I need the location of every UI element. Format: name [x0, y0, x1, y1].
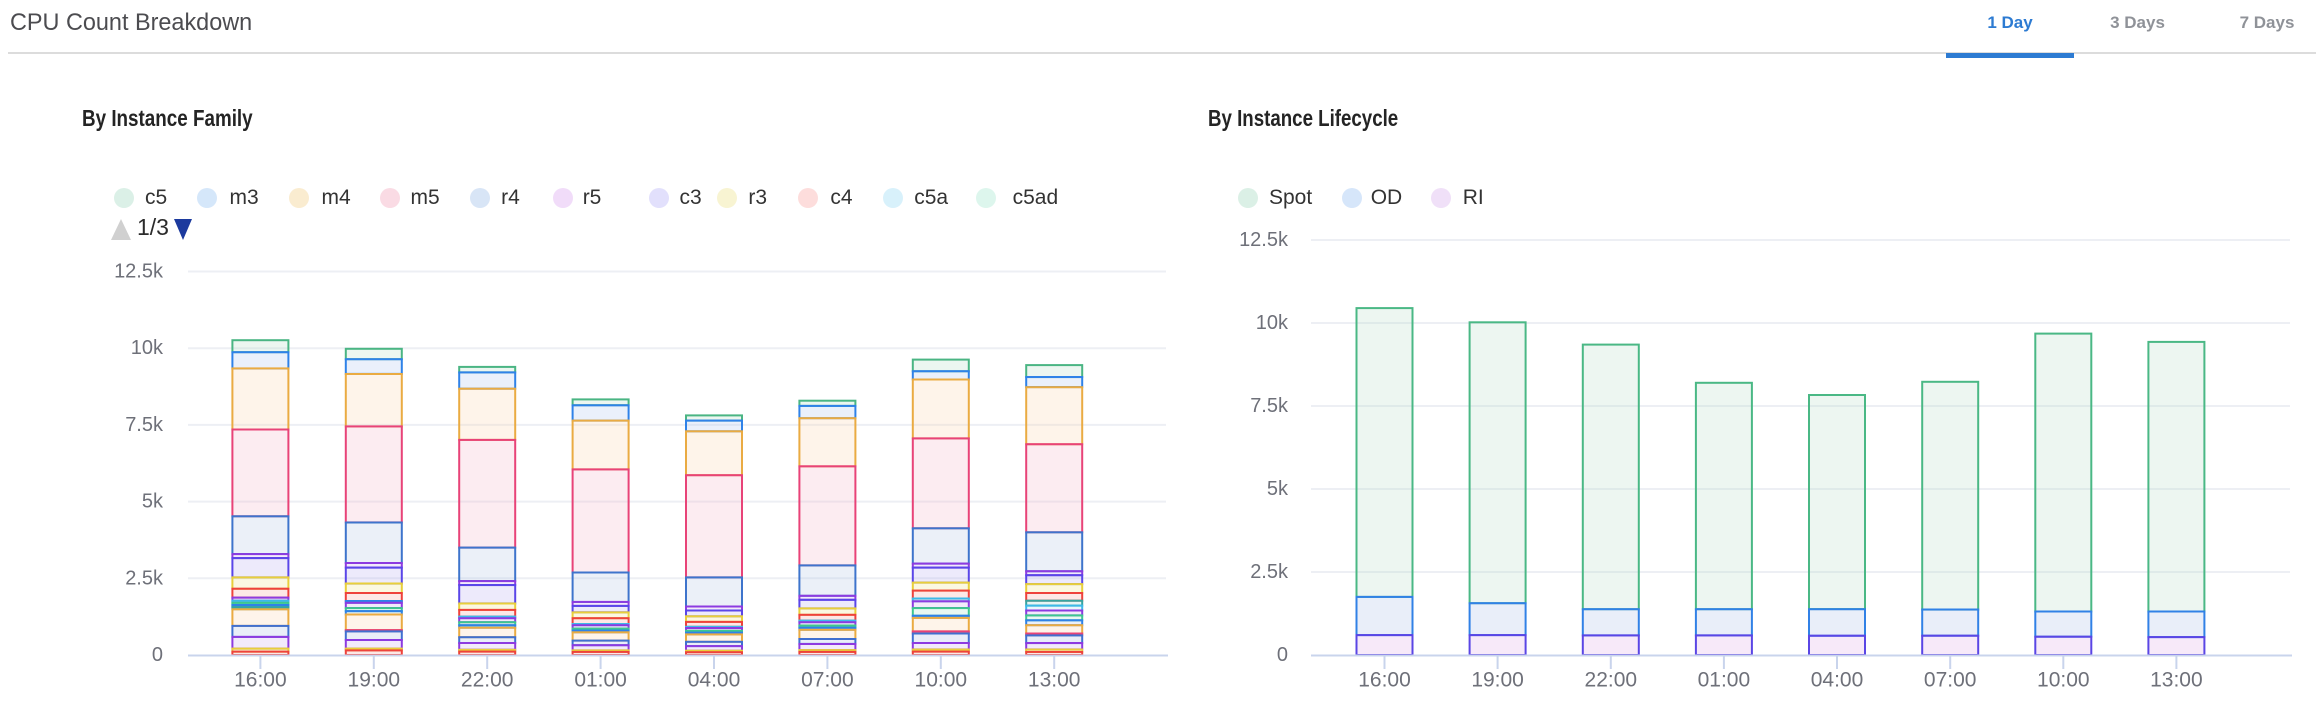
svg-text:0: 0 — [152, 644, 163, 666]
svg-text:22:00: 22:00 — [1585, 669, 1638, 692]
svg-text:12.5k: 12.5k — [1239, 229, 1289, 251]
svg-text:5k: 5k — [1267, 478, 1289, 500]
svg-text:5k: 5k — [142, 491, 164, 513]
svg-text:22:00: 22:00 — [461, 669, 514, 692]
svg-text:10k: 10k — [131, 337, 164, 359]
svg-text:10k: 10k — [1256, 312, 1289, 334]
svg-text:04:00: 04:00 — [688, 669, 741, 692]
svg-text:19:00: 19:00 — [1471, 669, 1524, 692]
svg-text:0: 0 — [1277, 644, 1288, 666]
svg-text:01:00: 01:00 — [574, 669, 627, 692]
svg-text:19:00: 19:00 — [348, 669, 401, 692]
svg-text:13:00: 13:00 — [2150, 669, 2203, 692]
svg-text:7.5k: 7.5k — [125, 414, 164, 436]
svg-text:10:00: 10:00 — [915, 669, 968, 692]
svg-text:10:00: 10:00 — [2037, 669, 2090, 692]
svg-text:01:00: 01:00 — [1698, 669, 1751, 692]
svg-text:16:00: 16:00 — [1358, 669, 1411, 692]
svg-text:12.5k: 12.5k — [114, 261, 164, 283]
svg-text:2.5k: 2.5k — [125, 567, 164, 589]
svg-text:07:00: 07:00 — [801, 669, 854, 692]
svg-text:16:00: 16:00 — [234, 669, 287, 692]
svg-text:13:00: 13:00 — [1028, 669, 1081, 692]
svg-text:04:00: 04:00 — [1811, 669, 1864, 692]
svg-text:07:00: 07:00 — [1924, 669, 1977, 692]
svg-text:7.5k: 7.5k — [1250, 395, 1289, 417]
svg-text:2.5k: 2.5k — [1250, 561, 1289, 583]
